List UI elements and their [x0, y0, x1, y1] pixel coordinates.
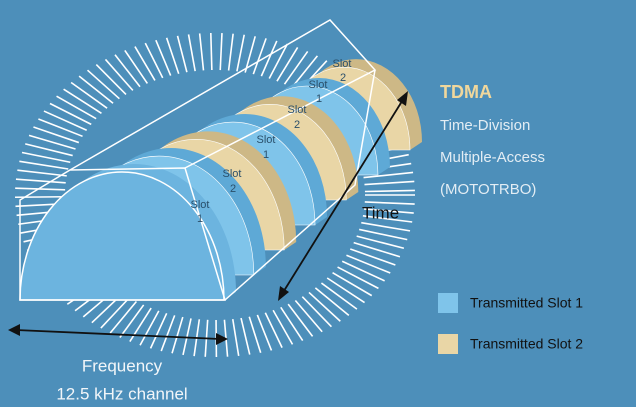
slot-label: Slot [288, 104, 307, 116]
title: TDMA [440, 82, 492, 102]
channel-label: 12.5 kHz channel [56, 384, 187, 403]
subtitle-line: Multiple-Access [440, 149, 545, 166]
slot-label: Slot [257, 134, 276, 146]
slot-number: 1 [263, 149, 269, 161]
slot-label: Slot [333, 58, 352, 70]
slot-number: 2 [230, 183, 236, 195]
diagram: Slot 1 Slot 2 Slot 1 Slot 2 Slot 1 Slot … [0, 0, 636, 407]
slot-number: 2 [294, 119, 300, 131]
slot-label: Slot [223, 168, 242, 180]
ray [211, 33, 212, 70]
ray [365, 190, 415, 191]
slot-number: 1 [316, 93, 322, 105]
slot-label: Slot [309, 79, 328, 91]
ray [15, 197, 65, 198]
slot-number: 2 [340, 72, 346, 84]
slot-label: Slot [191, 199, 210, 211]
frequency-label: Frequency [82, 356, 163, 375]
legend-label: Transmitted Slot 2 [470, 336, 583, 352]
legend-swatch [438, 293, 458, 313]
slot-number: 1 [197, 213, 203, 225]
legend-label: Transmitted Slot 1 [470, 295, 583, 311]
subtitle-line: Time-Division [440, 117, 530, 134]
time-label: Time [362, 203, 399, 222]
legend-swatch [438, 334, 458, 354]
subtitle-line: (MOTOTRBO) [440, 181, 536, 198]
